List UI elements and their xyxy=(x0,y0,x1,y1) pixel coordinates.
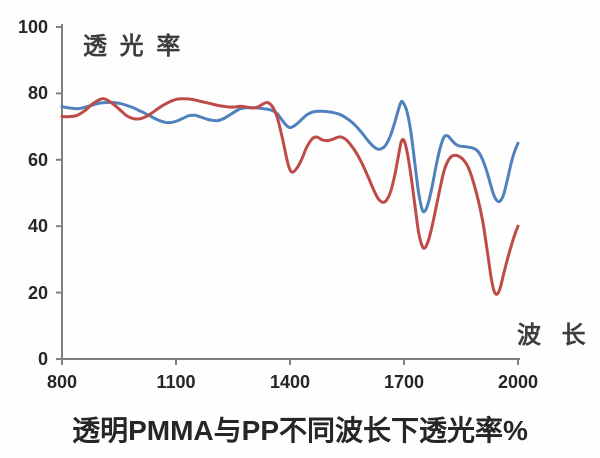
x-axis-title: 波 长 xyxy=(517,322,593,349)
chart-caption: 透明PMMA与PP不同波长下透光率% xyxy=(72,415,528,446)
y-tick-label-100: 100 xyxy=(17,17,48,37)
axes xyxy=(61,24,520,360)
y-tick-label-80: 80 xyxy=(27,83,48,104)
y-tick-label-20: 20 xyxy=(27,282,48,303)
y-axis-title: 透 光 率 xyxy=(83,33,184,60)
x-tick-label-1100: 1100 xyxy=(156,372,196,392)
y-tick-label-60: 60 xyxy=(27,149,48,170)
x-tick-label-800: 800 xyxy=(46,372,78,392)
blue-series-line xyxy=(60,99,520,214)
y-tick-label-40: 40 xyxy=(27,216,48,237)
x-tick-label-2000: 2000 xyxy=(497,372,539,392)
x-tick-label-1700: 1700 xyxy=(383,372,425,392)
y-tick-label-0: 0 xyxy=(37,349,48,369)
x-tick-label-1400: 1400 xyxy=(269,372,311,392)
red-series-line xyxy=(60,97,520,296)
